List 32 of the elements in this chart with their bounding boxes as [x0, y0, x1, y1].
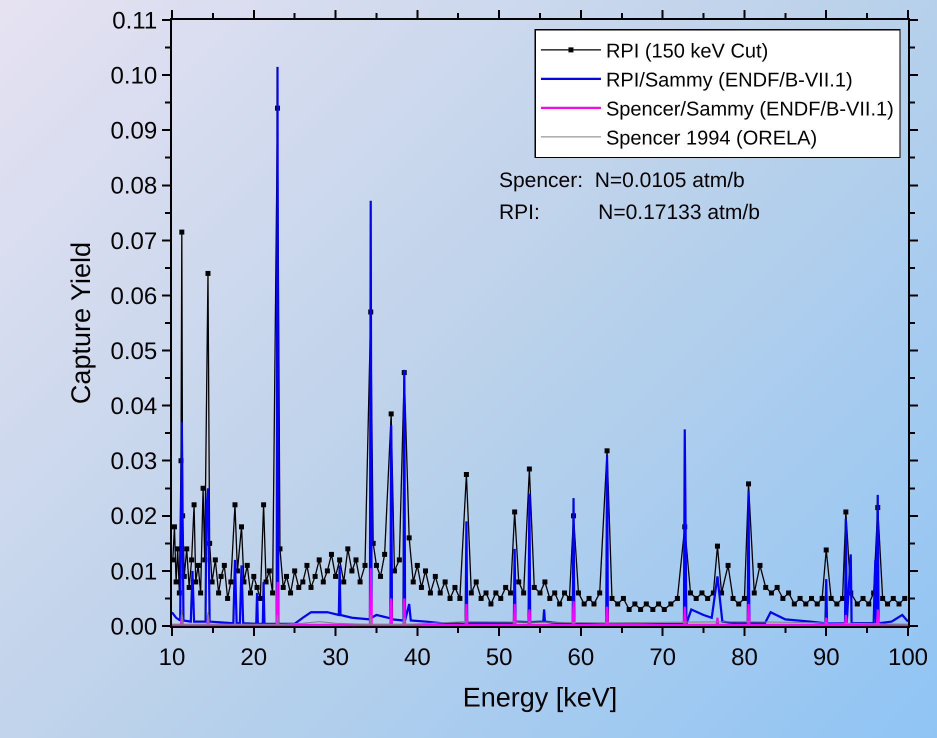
y-tick-label: 0.11 [112, 7, 158, 34]
y-tick-label: 0.03 [110, 448, 158, 476]
y-tick-label: 0.08 [110, 172, 158, 200]
y-tick-label: 0.06 [110, 282, 158, 310]
x-tick-label: 90 [812, 644, 840, 671]
legend-label: Spencer 1994 (ORELA) [606, 128, 818, 150]
y-axis-title: Capture Yield [66, 242, 96, 404]
y-tick-label: 0.09 [110, 118, 158, 145]
annotation: Spencer: N=0.0105 atm/b [499, 169, 745, 192]
legend-label: RPI/Sammy (ENDF/B-VII.1) [606, 70, 853, 92]
y-tick-label: 0.04 [110, 393, 158, 420]
x-tick-label: 30 [322, 644, 349, 671]
x-tick-label: 10 [158, 644, 186, 671]
x-tick-label: 80 [731, 644, 758, 671]
legend-label: RPI (150 keV Cut) [606, 40, 768, 63]
y-tick-label: 0.10 [110, 62, 158, 90]
x-tick-label: 100 [888, 644, 928, 671]
x-tick-label: 40 [404, 644, 431, 671]
x-tick-label: 60 [568, 644, 594, 671]
y-tick-label: 0.00 [110, 613, 158, 640]
y-tick-label: 0.01 [110, 558, 158, 586]
line-series [172, 608, 908, 625]
x-tick-label: 70 [649, 644, 676, 671]
y-tick-label: 0.07 [110, 228, 158, 255]
y-tick-label: 0.05 [110, 338, 158, 365]
y-tick-label: 0.02 [110, 503, 158, 530]
line-series [172, 567, 908, 626]
x-axis-title: Energy [keV] [462, 682, 618, 713]
annotation: RPI: N=0.17133 atm/b [499, 201, 760, 224]
legend-label: Spencer/Sammy (ENDF/B-VII.1) [606, 98, 894, 121]
x-tick-label: 20 [240, 644, 268, 671]
x-tick-label: 50 [486, 644, 512, 671]
